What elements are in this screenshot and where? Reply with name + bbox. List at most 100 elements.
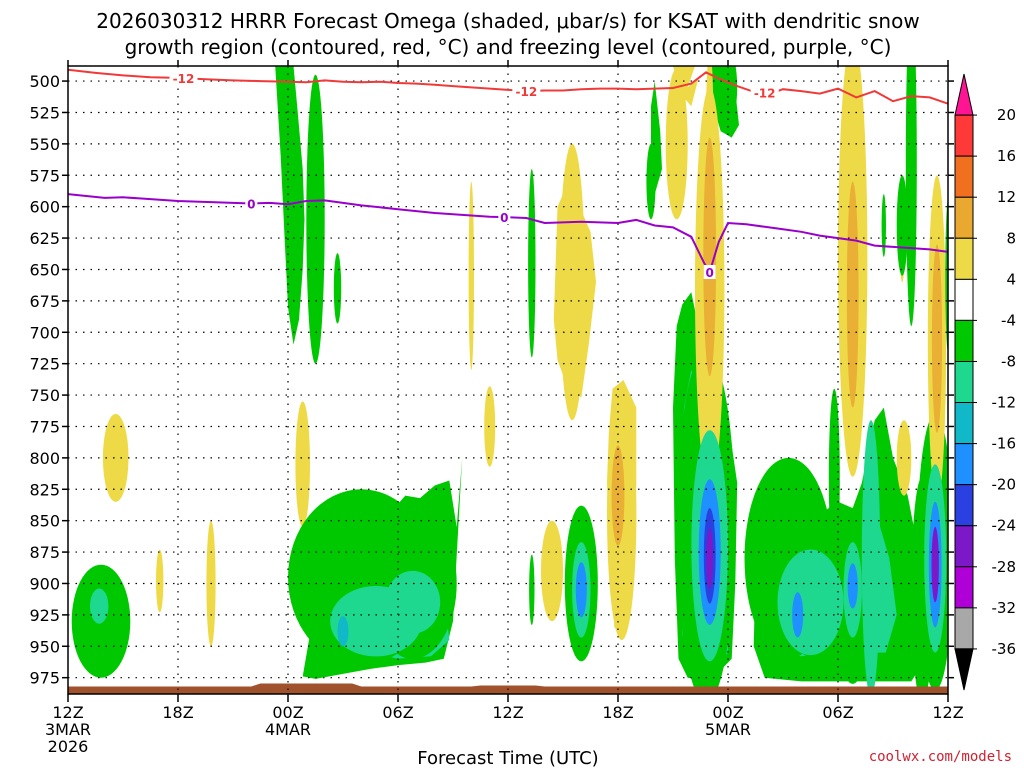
x-tick-label: 18Z <box>602 703 633 722</box>
omega-cell <box>575 562 587 618</box>
colorbar-swatch <box>954 73 974 116</box>
x-tick-label: 00Z <box>712 703 743 722</box>
colorbar-swatch <box>954 319 974 362</box>
colorbar-label: -36 <box>992 640 1017 658</box>
omega-cell <box>861 420 881 694</box>
colorbar-label: -12 <box>992 394 1017 412</box>
omega-cell <box>102 413 129 502</box>
x-tick-label: 12Z <box>52 703 83 722</box>
omega-shading-layer <box>68 66 948 694</box>
freezing-contour-label: 0 <box>705 266 713 280</box>
colorbar-label: 4 <box>1006 270 1016 288</box>
omega-cell <box>529 554 535 625</box>
y-tick-label: 825 <box>29 480 60 499</box>
y-tick-label: 700 <box>29 323 60 342</box>
omega-cell <box>646 143 656 220</box>
x-tick-year-label: 2026 <box>48 737 89 756</box>
omega-cell <box>896 420 912 496</box>
x-tick-date-label: 3MAR <box>45 720 91 739</box>
y-tick-label: 550 <box>29 135 60 154</box>
y-tick-label: 900 <box>29 574 60 593</box>
y-tick-label: 625 <box>29 229 60 248</box>
x-tick-label: 06Z <box>822 703 853 722</box>
credit-link[interactable]: coolwx.com/models <box>869 749 1012 765</box>
freezing-label-bg <box>245 196 258 211</box>
colorbar-label: 8 <box>1006 229 1016 247</box>
y-tick-label: 925 <box>29 606 60 625</box>
omega-cell <box>896 175 908 276</box>
colorbar-swatch <box>954 402 974 445</box>
y-tick-label: 750 <box>29 386 60 405</box>
contour-layer: -12 -12 -12 0 0 0 <box>67 68 949 280</box>
colorbar-swatch <box>954 484 974 527</box>
omega-cell <box>528 169 536 358</box>
x-tick-label: 06Z <box>382 703 413 722</box>
colorbar-swatch <box>954 360 974 404</box>
y-tick-label: 525 <box>29 103 60 122</box>
colorbar-swatch <box>954 114 974 157</box>
colorbar-swatch <box>954 648 974 691</box>
colorbar-label: -20 <box>992 476 1017 494</box>
y-tick-label: 850 <box>29 512 60 531</box>
omega-cell <box>295 401 311 527</box>
dgz-contour-label: -12 <box>754 86 776 100</box>
dgz-contour-label: -12 <box>515 85 537 99</box>
omega-cell <box>703 137 717 377</box>
omega-cell <box>468 181 474 370</box>
chart-title-line2: growth region (contoured, red, °C) and f… <box>125 35 892 59</box>
y-tick-label: 725 <box>29 355 60 374</box>
freezing-level-contour-0 <box>67 193 949 275</box>
colorbar-label: 16 <box>997 147 1016 165</box>
chart-title-line1: 2026030312 HRRR Forecast Omega (shaded, … <box>96 9 919 33</box>
colorbar-swatch <box>954 237 974 280</box>
colorbar-label: -16 <box>992 435 1017 453</box>
omega-cell <box>559 143 585 421</box>
omega-cell <box>931 244 943 433</box>
y-tick-label: 950 <box>29 637 60 656</box>
dgz-label-bg <box>750 85 779 100</box>
omega-cell <box>90 588 109 624</box>
colorbar: 20 16 12 8 4 -4 -8 -12 -16 -20 -24 -28 -32 -36 <box>954 73 1017 691</box>
colorbar-swatch <box>954 155 974 198</box>
omega-cell <box>881 194 886 257</box>
axes-layer: 500 525 550 575 600 625 650 675 700 725 750 775 800 8… <box>29 60 964 756</box>
y-tick-label: 975 <box>29 669 60 688</box>
omega-cell <box>706 528 713 589</box>
y-tick-label: 500 <box>29 72 60 91</box>
colorbar-swatch <box>954 443 974 486</box>
omega-cell <box>905 66 917 326</box>
x-axis-label: Forecast Time (UTC) <box>417 748 598 768</box>
dgz-label-bg <box>169 71 198 86</box>
colorbar-label: -32 <box>992 599 1017 617</box>
omega-cell <box>484 386 496 467</box>
colorbar-label: -8 <box>1001 352 1016 370</box>
y-tick-label: 600 <box>29 198 60 217</box>
omega-cell <box>541 520 563 622</box>
y-tick-label: 875 <box>29 543 60 562</box>
freezing-contour-label: 0 <box>500 211 508 225</box>
omega-cell <box>156 549 164 613</box>
omega-cell <box>337 616 349 647</box>
colorbar-label: -4 <box>1001 311 1016 329</box>
colorbar-swatch <box>954 196 974 239</box>
y-tick-label: 775 <box>29 417 60 436</box>
colorbar-label: -24 <box>992 517 1017 535</box>
colorbar-swatch <box>954 607 974 650</box>
x-tick-label: 18Z <box>162 703 193 722</box>
omega-cell <box>333 253 342 324</box>
y-tick-label: 800 <box>29 449 60 468</box>
omega-cell <box>792 592 804 638</box>
colorbar-swatch <box>954 525 974 568</box>
colorbar-label: 20 <box>997 106 1016 124</box>
omega-cell <box>385 570 441 634</box>
x-tick-label: 00Z <box>272 703 303 722</box>
dgz-contour-minus12 <box>67 68 949 105</box>
omega-cell <box>846 181 859 408</box>
colorbar-label: 12 <box>997 188 1016 206</box>
x-tick-date-label: 4MAR <box>265 720 311 739</box>
dgz-contour-label: -12 <box>173 72 195 86</box>
omega-region <box>275 66 305 345</box>
freezing-label-bg <box>498 210 511 225</box>
x-tick-label: 12Z <box>492 703 523 722</box>
